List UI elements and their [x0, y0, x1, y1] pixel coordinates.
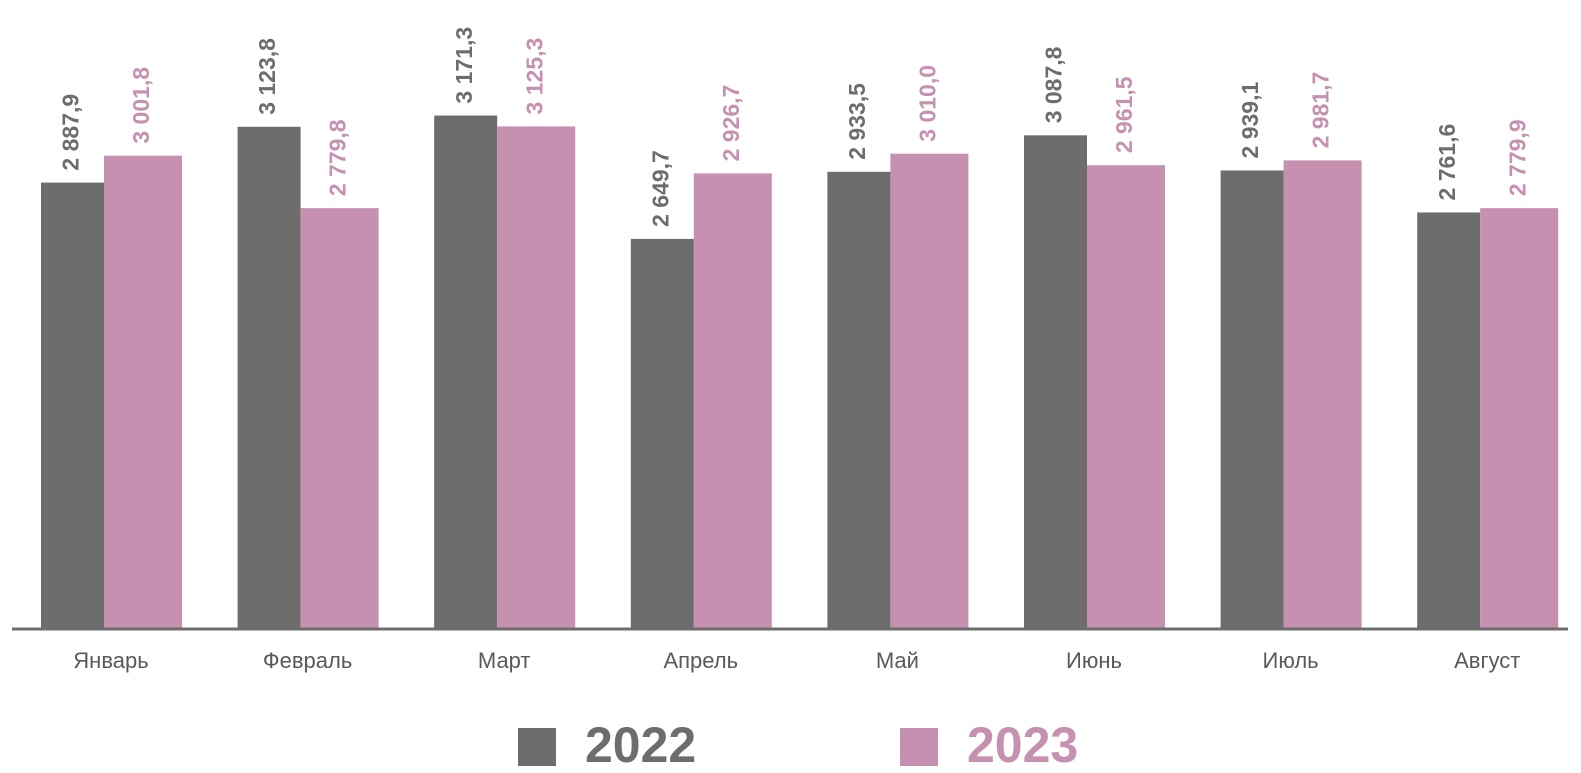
bar: [693, 173, 772, 629]
legend-label: 2022: [585, 717, 696, 773]
legend-swatch: [518, 728, 556, 766]
x-tick-label: Апрель: [663, 648, 738, 673]
value-label: 2 779,9: [1504, 119, 1530, 196]
value-label: 3 171,3: [451, 27, 477, 104]
value-label: 2 939,1: [1237, 82, 1263, 159]
value-label: 2 981,7: [1308, 72, 1334, 149]
bar: [434, 115, 498, 629]
bar: [237, 126, 301, 630]
legend-label: 2023: [967, 717, 1078, 773]
value-label: 2 933,5: [844, 83, 870, 160]
x-tick-label: Май: [876, 648, 919, 673]
value-label: 2 649,7: [647, 150, 673, 227]
bar: [630, 238, 694, 629]
bar: [1220, 170, 1284, 630]
bar: [104, 155, 182, 629]
value-label: 3 001,8: [128, 67, 154, 144]
value-label: 3 125,3: [521, 38, 547, 115]
value-label: 2 779,8: [325, 119, 351, 196]
bar: [1024, 135, 1087, 629]
x-tick-label: Март: [478, 648, 531, 673]
bar: [1417, 212, 1481, 629]
value-label: 3 010,0: [914, 65, 940, 142]
value-label: 2 761,6: [1434, 124, 1460, 201]
value-label: 2 961,5: [1111, 76, 1137, 153]
value-label: 3 087,8: [1041, 46, 1067, 123]
value-label: 2 887,9: [58, 94, 84, 171]
bar: [1480, 208, 1559, 629]
bar: [300, 208, 379, 629]
value-label: 2 926,7: [718, 85, 744, 162]
bar: [41, 182, 104, 629]
value-label: 3 123,8: [254, 38, 280, 115]
bar: [827, 171, 891, 629]
bar: [497, 126, 576, 629]
bar: [890, 153, 969, 629]
bar: [1087, 165, 1165, 629]
x-tick-label: Август: [1454, 648, 1520, 673]
x-tick-label: Февраль: [263, 648, 352, 673]
bar: [1283, 160, 1362, 629]
x-tick-label: Июнь: [1066, 648, 1122, 673]
x-tick-label: Январь: [73, 648, 148, 673]
legend-swatch: [900, 728, 938, 766]
x-tick-label: Июль: [1263, 648, 1319, 673]
